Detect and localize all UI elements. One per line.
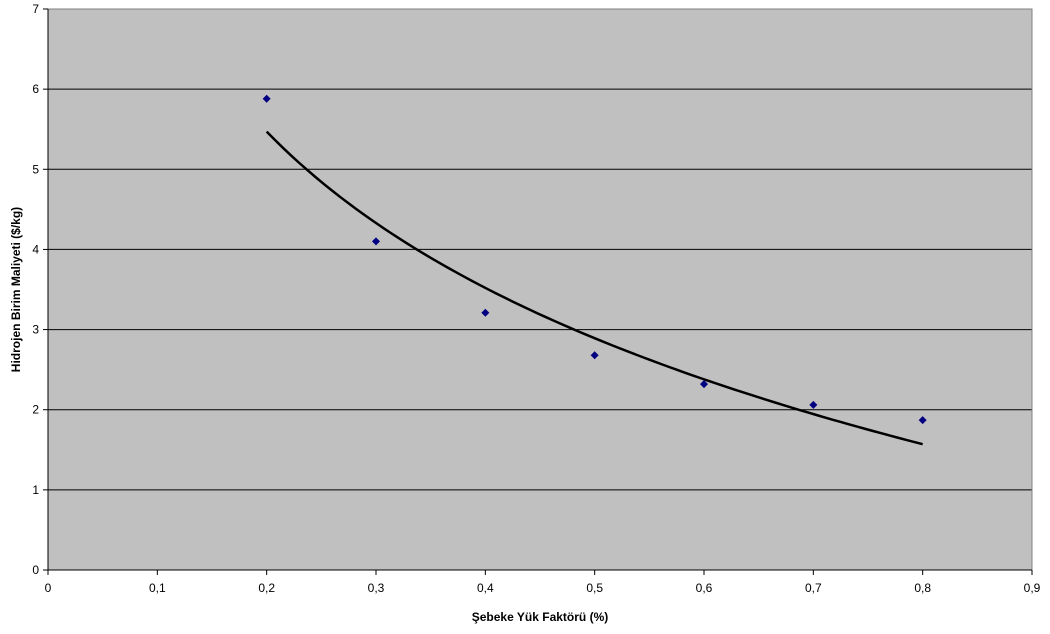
y-tick-label: 7	[32, 2, 39, 16]
data-point-0-3	[590, 351, 599, 360]
x-tick-label: 0,5	[586, 581, 603, 595]
y-tick-label: 4	[32, 242, 39, 256]
y-tick-label: 3	[32, 323, 39, 337]
y-tick-label: 6	[32, 82, 39, 96]
trendline	[265, 130, 923, 446]
x-tick-label: 0,8	[914, 581, 931, 595]
data-point-0-0	[262, 94, 271, 103]
y-tick-label: 1	[32, 483, 39, 497]
x-tick-label: 0,1	[149, 581, 166, 595]
data-point-0-6	[918, 416, 927, 425]
gridlines	[48, 88, 1032, 491]
y-tick-label: 2	[32, 403, 39, 417]
x-tick-label: 0,4	[477, 581, 494, 595]
y-tick-label: 0	[32, 563, 39, 577]
plot-area	[48, 9, 1032, 570]
axes: 0 0,1 0,2 0,3 0,4 0,5 0,6 0,7 0,8 0,9 0 1 2 3 4 5 6 7	[32, 2, 1040, 595]
data-point-0-2	[481, 308, 490, 317]
data-point-0-1	[372, 237, 380, 246]
x-tick-label: 0,2	[258, 581, 275, 595]
y-axis-title: Hidrojen Birim Maliyeti ($/kg)	[9, 207, 23, 372]
x-tick-label: 0	[45, 581, 52, 595]
trendline-group	[265, 130, 923, 446]
data-point-0-4	[700, 380, 708, 389]
x-axis-title: Şebeke Yük Faktörü (%)	[472, 610, 609, 624]
x-tick-label: 0,3	[368, 581, 385, 595]
x-tick-label: 0,9	[1024, 581, 1041, 595]
x-tick-label: 0,6	[696, 581, 713, 595]
data-points	[262, 94, 927, 425]
data-point-0-5	[809, 400, 818, 409]
x-tick-label: 0,7	[805, 581, 822, 595]
y-tick-label: 5	[32, 162, 39, 176]
